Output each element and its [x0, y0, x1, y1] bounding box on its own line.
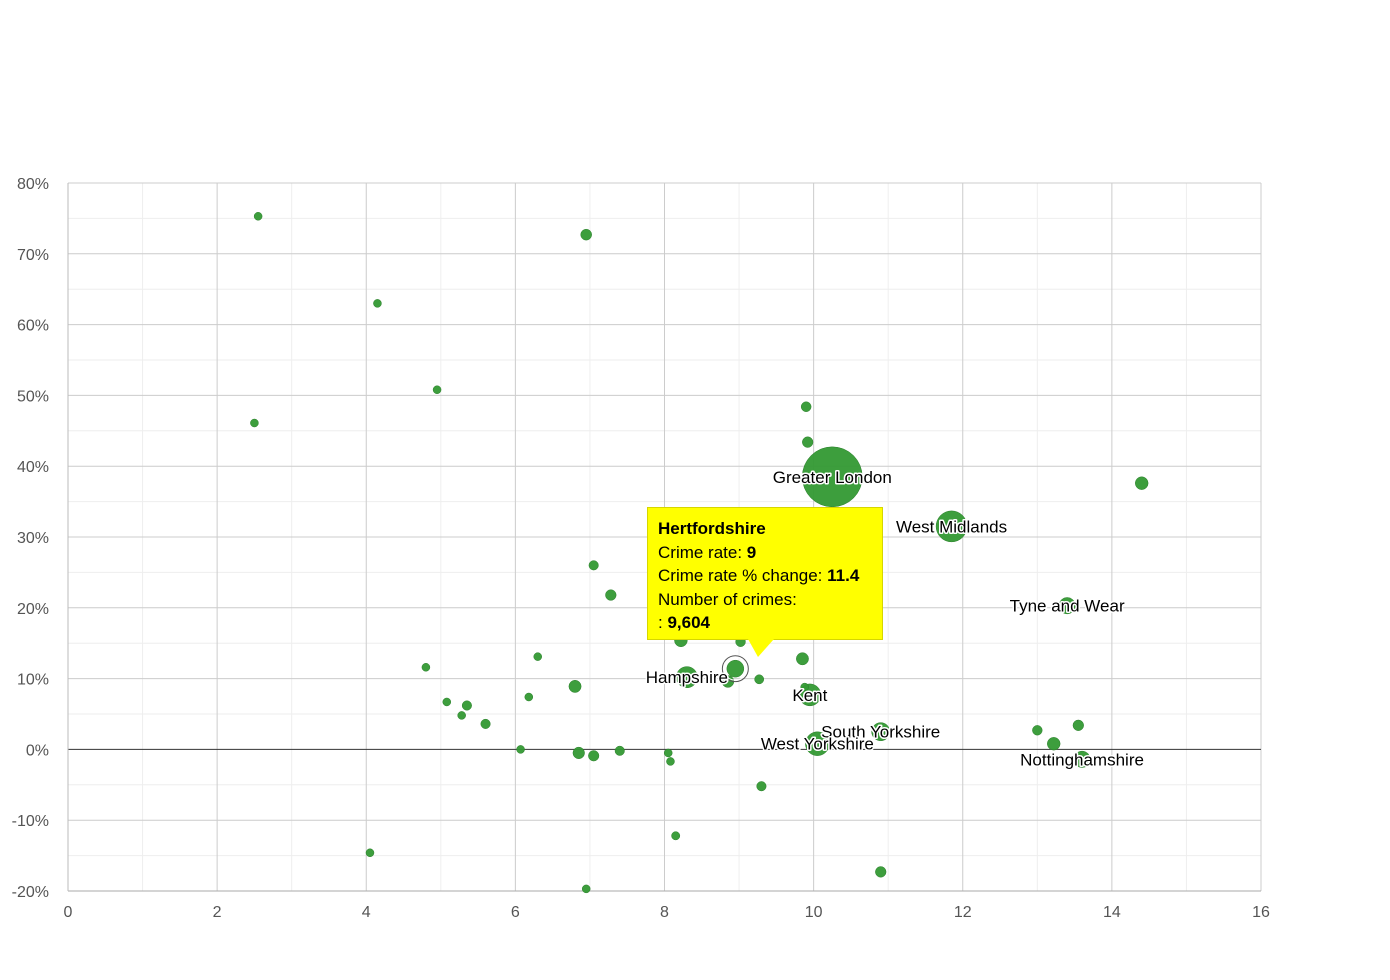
x-tick-label: 16	[1252, 904, 1270, 921]
data-bubble[interactable]	[588, 750, 600, 762]
data-bubble[interactable]	[516, 745, 525, 754]
data-bubble[interactable]	[800, 682, 809, 692]
data-bubble[interactable]	[1073, 750, 1091, 768]
y-tick-label: 30%	[17, 530, 49, 547]
tooltip-rate-label: Crime rate:	[658, 542, 747, 562]
bubble-label: West Yorkshire	[761, 735, 874, 754]
bubbles	[250, 212, 1149, 894]
tooltip-change-row: Crime rate % change: 11.4	[658, 564, 872, 588]
x-tick-label: 6	[511, 904, 520, 921]
data-bubble[interactable]	[754, 674, 765, 685]
data-bubble[interactable]	[756, 781, 767, 792]
bubble-label: Greater London	[773, 468, 892, 487]
x-tick-label: 2	[213, 904, 222, 921]
data-bubble[interactable]	[421, 663, 431, 672]
tooltip-title: Hertfordshire	[658, 519, 766, 538]
data-bubble[interactable]	[250, 418, 259, 428]
data-bubble[interactable]	[442, 697, 452, 707]
tooltip-rate-value: 9	[746, 542, 757, 562]
y-tick-label: 10%	[17, 672, 49, 689]
bubble-label: West Midlands	[896, 517, 1007, 536]
data-bubble[interactable]	[1058, 597, 1076, 615]
data-bubble[interactable]	[802, 446, 863, 508]
bubble-label: Nottinghamshire	[1020, 750, 1144, 769]
data-bubble[interactable]	[875, 866, 887, 878]
data-bubble[interactable]	[253, 212, 263, 221]
tooltip-count-label: Number of crimes:	[658, 589, 797, 609]
bubble-label: Hampshire	[646, 668, 728, 687]
data-bubble[interactable]	[802, 436, 814, 448]
data-bubble[interactable]	[1135, 476, 1149, 490]
data-bubble[interactable]	[663, 748, 673, 758]
data-bubble[interactable]	[605, 589, 617, 601]
data-bubble[interactable]	[1032, 725, 1043, 736]
x-tick-label: 12	[954, 904, 972, 921]
data-bubble[interactable]	[457, 711, 466, 720]
y-tick-label: 20%	[17, 601, 49, 618]
data-bubble[interactable]	[871, 722, 891, 742]
data-bubble[interactable]	[572, 746, 585, 759]
x-tick-label: 10	[805, 904, 823, 921]
hover-bubble-halo	[723, 656, 748, 681]
bubble-label: Tyne and Wear	[1010, 597, 1125, 616]
data-bubble[interactable]	[805, 731, 830, 756]
x-tick-label: 0	[64, 904, 73, 921]
data-bubble[interactable]	[568, 680, 582, 693]
y-tick-label: -20%	[12, 884, 49, 901]
data-bubble[interactable]	[365, 848, 375, 858]
tooltip-change-label: Crime rate % change:	[658, 566, 828, 585]
y-tick-label: 0%	[26, 742, 49, 759]
data-bubble[interactable]	[524, 692, 534, 702]
tooltip: Hertfordshire Crime rate: 9 Crime rate %…	[647, 507, 883, 640]
y-tick-label: 70%	[17, 247, 49, 264]
y-tick-label: 50%	[17, 388, 49, 405]
data-bubble[interactable]	[588, 560, 599, 571]
axes: 0 2 4 6 8 10 12 14 16 80% 70% 60% 50% 40% 30% 20% 10% 0% -…	[12, 176, 1270, 921]
data-bubble[interactable]	[666, 757, 675, 766]
data-bubble[interactable]	[533, 652, 542, 661]
data-bubble[interactable]	[614, 745, 625, 756]
data-bubble[interactable]	[461, 700, 472, 711]
x-tick-label: 4	[362, 904, 371, 921]
data-bubble[interactable]	[800, 401, 812, 412]
data-bubble[interactable]	[580, 228, 592, 241]
hover-bubble-ring	[721, 655, 749, 683]
bubble-label: Kent	[792, 686, 827, 705]
data-bubble[interactable]	[581, 884, 591, 894]
y-tick-label: 80%	[17, 176, 49, 193]
data-bubble[interactable]	[676, 666, 698, 689]
data-bubble[interactable]	[726, 659, 745, 678]
y-tick-label: 60%	[17, 318, 49, 335]
y-tick-label: 40%	[17, 459, 49, 476]
bubble-labels: Greater London West Midlands Tyne and Wear…	[644, 466, 1145, 770]
data-bubble[interactable]	[796, 652, 809, 666]
data-bubble[interactable]	[935, 510, 968, 543]
data-bubble[interactable]	[373, 299, 382, 308]
data-bubble[interactable]	[432, 385, 442, 394]
tooltip-count-value: 9,604	[667, 613, 710, 632]
data-bubble[interactable]	[1072, 719, 1084, 731]
x-tick-label: 14	[1103, 904, 1121, 921]
tooltip-count-row: : 9,604	[658, 611, 872, 635]
y-tick-label: -10%	[12, 813, 49, 830]
tooltip-pointer	[748, 639, 774, 657]
data-bubble[interactable]	[1047, 737, 1061, 751]
tooltip-change-value: 11.4	[827, 566, 860, 585]
tooltip-rate-row: Crime rate: 9	[658, 541, 872, 565]
tooltip-count-prefix: :	[658, 613, 668, 632]
bubble-label: South Yorkshire	[821, 723, 940, 742]
x-tick-label: 8	[660, 904, 669, 921]
data-bubble[interactable]	[480, 718, 491, 729]
data-bubble[interactable]	[671, 831, 681, 841]
